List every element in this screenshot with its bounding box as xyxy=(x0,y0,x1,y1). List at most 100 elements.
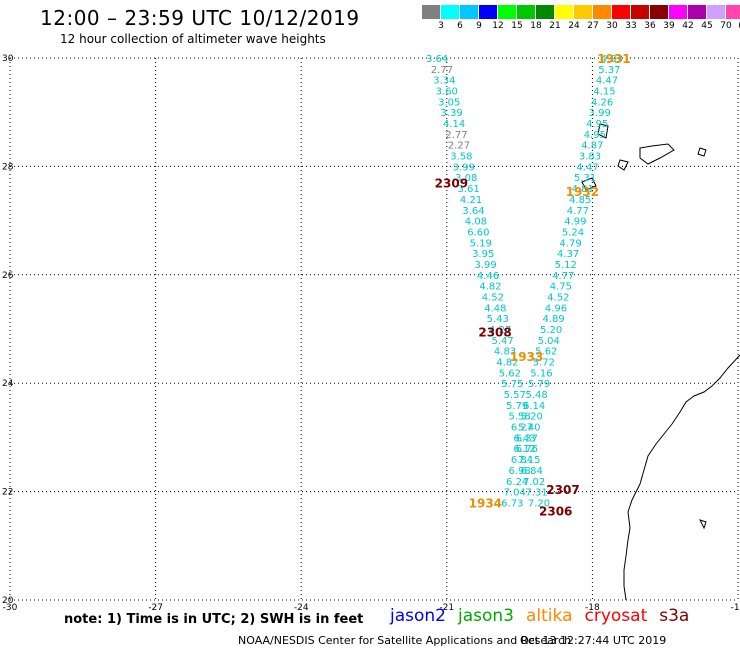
colorbar-cell xyxy=(422,5,441,19)
canary-island-5 xyxy=(697,147,707,157)
wave-height-value: 4.47 xyxy=(576,162,598,173)
wave-height-value: 6.60 xyxy=(467,227,489,238)
wave-height-value: 5.04 xyxy=(538,336,560,347)
colorbar xyxy=(422,5,740,19)
wave-height-value: 4.81 xyxy=(572,184,594,195)
wave-height-value: 6.24 xyxy=(506,477,528,488)
legend-item-jason3: jason3 xyxy=(458,606,514,626)
wave-height-value: 7.20 xyxy=(528,498,550,509)
lat-tick-label: 28 xyxy=(2,162,14,172)
wave-height-value: 4.77 xyxy=(567,206,589,217)
wave-height-value: 2.77 xyxy=(445,130,467,141)
wave-height-value: 5.57 xyxy=(504,390,526,401)
legend-item-altika: altika xyxy=(526,606,573,626)
wave-height-value: 5.79 xyxy=(506,401,528,412)
wave-height-value: 3.60 xyxy=(436,87,458,98)
pass-time-label: 2309 xyxy=(435,177,468,191)
legend-item-s3a: s3a xyxy=(659,606,690,626)
colorbar-label: 27 xyxy=(587,21,599,31)
colorbar-cell xyxy=(441,5,460,19)
wave-height-value: 4.77 xyxy=(552,271,574,282)
colorbar-cell xyxy=(479,5,498,19)
colorbar-label: 30 xyxy=(606,21,618,31)
wave-height-value: 5.20 xyxy=(521,412,543,423)
pass-time-label: 2308 xyxy=(478,326,511,340)
colorbar-label: 39 xyxy=(663,21,675,31)
lat-tick-label: 24 xyxy=(2,379,14,389)
page-title: 12:00 – 23:59 UTC 10/12/2019 xyxy=(40,6,360,30)
lat-tick-label: 22 xyxy=(2,488,13,498)
colorbar-label: 15 xyxy=(511,21,523,31)
wave-height-value: 5.43 xyxy=(487,314,509,325)
wave-height-value: 3.08 xyxy=(455,173,477,184)
wave-height-value: 3.58 xyxy=(450,152,472,163)
wave-height-value: 5.31 xyxy=(574,173,596,184)
wave-height-value: 4.37 xyxy=(557,249,579,260)
lon-tick-label: -24 xyxy=(294,603,309,613)
colorbar-label: 33 xyxy=(625,21,637,31)
wave-height-value: 4.48 xyxy=(484,303,506,314)
colorbar-label: 3 xyxy=(438,21,444,31)
wave-height-value: 3.61 xyxy=(458,184,480,195)
wave-height-value: 7.15 xyxy=(518,455,540,466)
wave-height-value: 4.26 xyxy=(591,97,613,108)
lon-tick-label: -15 xyxy=(731,603,740,613)
wave-height-value: 4.85 xyxy=(569,195,591,206)
colorbar-label: (ft) xyxy=(738,21,740,31)
colorbar-label: 45 xyxy=(701,21,713,31)
colorbar-cell xyxy=(707,5,726,19)
pass-time-labels: 1931 1932 1933 1934 2309 2308 2307 2306 xyxy=(435,52,631,519)
wave-height-value: 6.73 xyxy=(501,498,523,509)
colorbar-cell xyxy=(460,5,479,19)
land-outlines xyxy=(581,123,740,601)
lon-tick-label: -30 xyxy=(3,603,18,613)
wave-height-value: 4.95 xyxy=(586,119,608,130)
wave-height-value: 3.95 xyxy=(472,249,494,260)
page-subtitle: 12 hour collection of altimeter wave hei… xyxy=(60,32,326,46)
wave-height-value: 4.82 xyxy=(496,358,518,369)
colorbar-cell xyxy=(688,5,707,19)
wave-height-value: 7.04 xyxy=(504,488,526,499)
wave-height-value: 6.37 xyxy=(516,433,538,444)
pass-time-label: 1931 xyxy=(597,52,630,66)
wave-height-value: 4.99 xyxy=(564,217,586,228)
colorbar-label: 9 xyxy=(476,21,482,31)
lat-tick-label: 26 xyxy=(2,271,14,281)
wave-height-value: 6.98 xyxy=(508,466,530,477)
wave-height-value: 4.87 xyxy=(581,141,603,152)
colorbar-cell xyxy=(593,5,612,19)
wave-height-value: 6.27 xyxy=(511,423,533,434)
wave-height-value: 3.99 xyxy=(589,108,611,119)
wave-height-value: 4.96 xyxy=(545,303,567,314)
wave-height-value: 5.72 xyxy=(533,358,555,369)
header: 12:00 – 23:59 UTC 10/12/2019 12 hour col… xyxy=(0,0,740,55)
wave-height-value: 3.99 xyxy=(453,162,475,173)
wave-height-value: 4.89 xyxy=(542,314,564,325)
wave-height-value: 4.79 xyxy=(559,238,581,249)
wave-height-value: 4.15 xyxy=(593,87,615,98)
wave-height-value: 4.52 xyxy=(547,292,569,303)
wave-height-value: 5.75 xyxy=(501,379,523,390)
wave-height-value: 6.84 xyxy=(521,466,543,477)
wave-height-value: 4.27 xyxy=(489,325,511,336)
africa-coastline xyxy=(623,354,740,601)
wave-height-value: 5.19 xyxy=(470,238,492,249)
pass-time-label: 1933 xyxy=(510,350,543,364)
wave-height-value: 4.47 xyxy=(596,76,618,87)
credit-text: NOAA/NESDIS Center for Satellite Applica… xyxy=(238,634,572,647)
colorbar-cell xyxy=(726,5,740,19)
legend-item-jason2: jason2 xyxy=(390,606,446,626)
lon-tick-label: -21 xyxy=(439,603,454,613)
wave-height-value: 2.77 xyxy=(431,65,453,76)
satellite-legend: jason2 jason3 altika cryosat s3a xyxy=(390,606,701,626)
wave-height-value: 3.83 xyxy=(579,152,601,163)
wave-height-value: 3.39 xyxy=(441,108,463,119)
colorbar-cell xyxy=(612,5,631,19)
colorbar-label: 42 xyxy=(682,21,694,31)
wave-height-value: 4.83 xyxy=(494,347,516,358)
colorbar-label: 70 xyxy=(720,21,732,31)
canary-island-4 xyxy=(617,159,629,171)
colorbar-cell xyxy=(574,5,593,19)
colorbar-cell xyxy=(517,5,536,19)
colorbar-label: 36 xyxy=(644,21,656,31)
